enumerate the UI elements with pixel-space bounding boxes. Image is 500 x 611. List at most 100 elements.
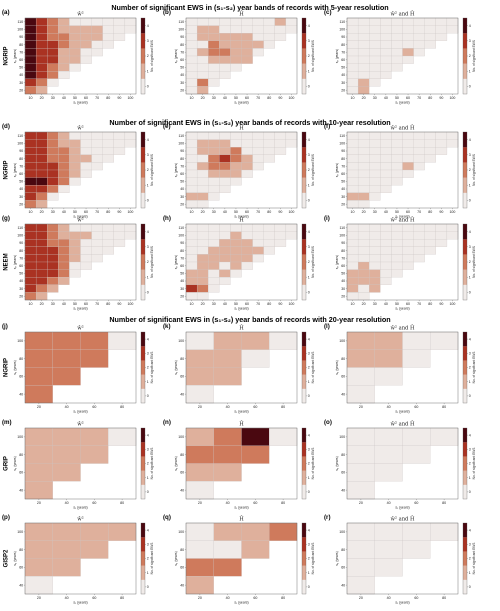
x-tick-label: 70	[95, 302, 99, 306]
heatmap-cell	[113, 223, 126, 232]
colorbar-tick-label: 4	[147, 230, 149, 234]
x-tick-label: 20	[362, 96, 366, 100]
y-tick-label: 100	[339, 530, 345, 534]
heatmap-cell	[413, 40, 425, 49]
x-axis-label: s₁ (years)	[234, 506, 248, 510]
heatmap-cell	[263, 223, 275, 232]
heatmap-cell	[80, 139, 92, 148]
heatmap-cell	[80, 445, 109, 464]
heatmap-cell	[263, 239, 275, 247]
colorbar-segment	[463, 48, 467, 64]
y-tick-label: 40	[19, 73, 23, 77]
colorbar-segment	[302, 374, 306, 389]
heatmap-cell	[196, 292, 209, 301]
y-tick-label: 70	[341, 256, 345, 260]
colorbar-segment	[141, 78, 145, 95]
heatmap-cell	[252, 131, 264, 140]
heatmap-cell	[80, 223, 92, 232]
heatmap-cell	[402, 223, 414, 232]
heatmap-cell	[196, 200, 209, 209]
colorbar-segment	[302, 565, 306, 580]
heatmap-cell	[80, 55, 92, 64]
colorbar-label: No. of significant EWS	[472, 246, 476, 278]
colorbar-segment	[302, 284, 306, 301]
x-tick-label: 80	[442, 501, 446, 505]
heatmap-cell	[35, 200, 48, 209]
colorbar-tick-label: 4	[308, 138, 310, 142]
heatmap-cell	[196, 261, 209, 270]
heatmap-cell	[391, 17, 403, 26]
colorbar-tick-label: 3	[308, 153, 310, 157]
heatmap-cell	[58, 223, 70, 232]
x-tick-label: 30	[373, 302, 377, 306]
heatmap-cell	[35, 71, 48, 79]
heatmap-cell	[213, 427, 242, 446]
heatmap-cell	[124, 25, 137, 34]
x-tick-label: 60	[253, 405, 257, 409]
heatmap-cell	[185, 169, 198, 178]
heatmap-cell	[47, 63, 59, 72]
heatmap-cell	[357, 192, 370, 201]
heatmap-cell	[263, 246, 275, 255]
panel-title: Ĥ	[239, 325, 244, 332]
heatmap-cell	[230, 261, 242, 270]
y-tick-label: 20	[19, 202, 23, 206]
heatmap-cell	[24, 147, 37, 155]
heatmap-cell	[241, 522, 270, 541]
heatmap-cell	[413, 48, 425, 57]
heatmap-cell	[47, 284, 59, 293]
colorbar: 0 1 2 3 4 No. of significant EWS	[140, 223, 154, 301]
x-tick-label: 10	[190, 210, 194, 214]
heatmap-cell	[413, 147, 425, 155]
heatmap-cell	[47, 55, 59, 64]
heatmap-cell	[35, 48, 48, 57]
colorbar: 0 1 2 3 4 No. of significant EWS	[140, 131, 154, 209]
heatmap-cell	[52, 522, 81, 541]
heatmap-cell	[196, 131, 209, 140]
colorbar-tick-label: 0	[308, 490, 310, 494]
heatmap-cell	[35, 147, 48, 155]
heatmap-cell	[413, 17, 425, 26]
colorbar-segment	[463, 360, 467, 375]
x-tick-label: 40	[65, 596, 69, 600]
y-axis-label: s₂ (years)	[335, 551, 339, 566]
y-tick-label: 60	[19, 172, 23, 176]
heatmap-cell	[241, 349, 270, 368]
heatmap-cell	[35, 223, 48, 232]
heatmap-cell	[369, 277, 381, 285]
colorbar-segment	[141, 523, 145, 538]
heatmap-cell	[285, 17, 298, 26]
x-tick-label: 40	[223, 96, 227, 100]
heatmap-cell	[402, 427, 431, 446]
colorbar-label: No. of significant EWS	[311, 40, 315, 72]
heatmap-cell	[24, 331, 53, 350]
heatmap-cell	[391, 55, 403, 64]
heatmap-cell	[357, 33, 370, 41]
colorbar-segment	[141, 177, 145, 193]
x-tick-label: 50	[73, 96, 77, 100]
heatmap-cell	[47, 131, 59, 140]
colorbar-segment	[302, 484, 306, 500]
panel-frame	[346, 223, 459, 301]
heatmap-cell	[24, 55, 37, 64]
heatmap-cell	[424, 139, 436, 148]
x-tick-label: 30	[373, 210, 377, 214]
heatmap-cell	[380, 33, 392, 41]
panel-frame	[185, 427, 298, 500]
heatmap-cell	[424, 231, 436, 240]
panel-title: Ĥ	[239, 11, 244, 18]
colorbar-tick-label: 2	[469, 260, 471, 264]
x-tick-label: 100	[127, 96, 133, 100]
heatmap-cell	[47, 177, 59, 186]
heatmap-cell	[80, 349, 109, 368]
heatmap-cell	[219, 55, 231, 64]
heatmap-cell	[91, 223, 103, 232]
heatmap-cell	[241, 25, 253, 34]
colorbar-tick-label: 1	[308, 571, 310, 575]
heatmap-cell	[35, 192, 48, 201]
heatmap-cell	[219, 63, 231, 72]
heatmap-cell	[424, 33, 436, 41]
heatmap-cell	[346, 269, 359, 278]
colorbar-tick-label: 0	[308, 394, 310, 398]
